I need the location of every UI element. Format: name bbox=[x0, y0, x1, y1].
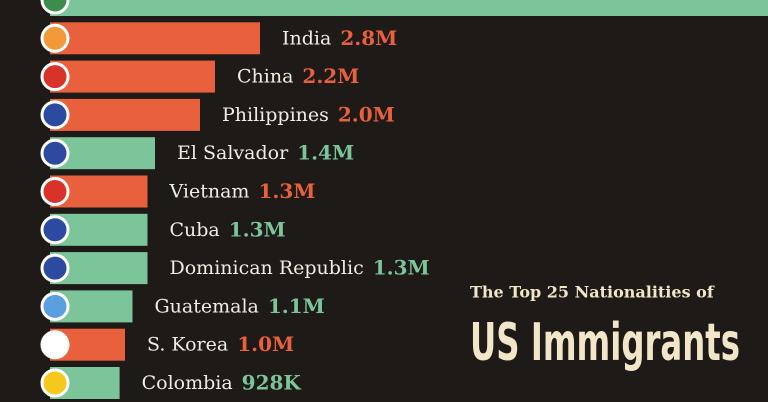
category-label: Colombia bbox=[142, 372, 233, 394]
flag-icon bbox=[40, 215, 70, 245]
category-label: Dominican Republic bbox=[170, 257, 364, 279]
flag-icon bbox=[40, 330, 70, 360]
value-label: 1.3M bbox=[258, 179, 315, 203]
value-label: 1.0M bbox=[237, 332, 294, 356]
flag-icon bbox=[40, 291, 70, 321]
flag-icon bbox=[40, 253, 70, 283]
category-label: El Salvador bbox=[177, 142, 289, 164]
value-label: 1.1M bbox=[268, 294, 325, 318]
bar bbox=[50, 98, 200, 131]
value-label: 2.2M bbox=[302, 64, 359, 88]
flag-icon bbox=[40, 177, 70, 206]
category-label: Philippines bbox=[222, 104, 329, 126]
value-label: 2.8M bbox=[340, 26, 397, 50]
bar bbox=[50, 22, 260, 55]
category-label: Guatemala bbox=[155, 295, 259, 317]
bar bbox=[50, 60, 215, 93]
flag-icon bbox=[40, 23, 70, 53]
value-label: 1.3M bbox=[373, 256, 430, 280]
category-label: Cuba bbox=[170, 219, 220, 241]
chart-subtitle: The Top 25 Nationalities of bbox=[470, 283, 715, 302]
flag-icon bbox=[40, 62, 70, 92]
category-label: China bbox=[237, 66, 293, 88]
category-label: Vietnam bbox=[169, 181, 250, 203]
value-label: 928K bbox=[242, 371, 302, 395]
category-label: S. Korea bbox=[147, 334, 228, 356]
flag-icon bbox=[40, 368, 70, 398]
value-label: 1.4M bbox=[297, 141, 354, 165]
value-label: 1.3M bbox=[229, 217, 286, 241]
chart-title: US Immigrants bbox=[470, 313, 740, 373]
category-label: India bbox=[282, 27, 331, 49]
flag-icon bbox=[40, 0, 70, 15]
flag-icon bbox=[40, 100, 70, 130]
flag-icon bbox=[40, 138, 70, 168]
value-label: 2.0M bbox=[338, 102, 395, 126]
bar bbox=[50, 0, 768, 16]
